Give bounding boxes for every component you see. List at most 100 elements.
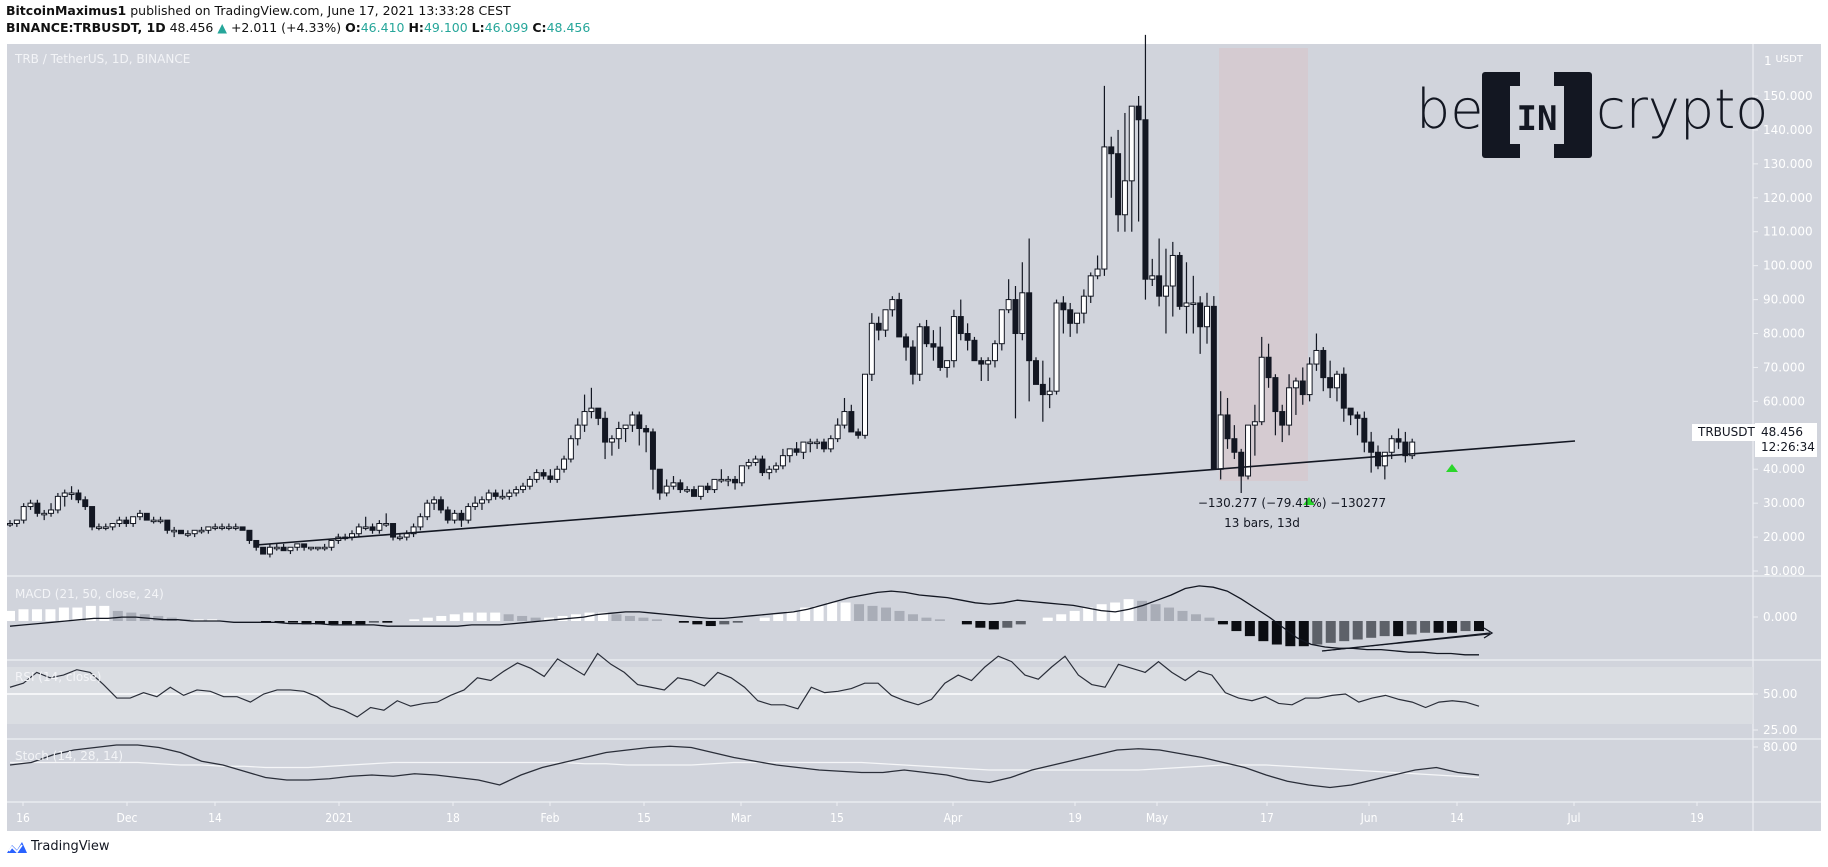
- open-value: 46.410: [360, 20, 405, 35]
- macd-histogram-bar: [867, 605, 878, 621]
- macd-histogram-bar: [611, 614, 622, 621]
- price-tick-label: 100.000: [1763, 259, 1813, 273]
- publish-info: BitcoinMaximus1 published on TradingView…: [6, 3, 511, 18]
- candle: [793, 442, 800, 456]
- candle: [622, 424, 629, 443]
- candle: [314, 546, 321, 551]
- symbol-price-tag: TRBUSDT: [1692, 424, 1761, 441]
- macd-histogram-bar: [1339, 621, 1350, 642]
- macd-histogram-bar: [517, 615, 528, 621]
- macd-histogram-bar: [1325, 621, 1336, 643]
- macd-histogram-bar: [463, 612, 474, 621]
- candle: [1135, 96, 1142, 222]
- macd-histogram-bar: [449, 614, 460, 621]
- candle: [260, 546, 267, 555]
- macd-histogram-bar: [355, 621, 366, 625]
- candle: [123, 516, 130, 527]
- macd-arrow: [1321, 633, 1491, 652]
- candle: [1224, 397, 1231, 449]
- candle: [533, 469, 540, 483]
- candle: [478, 496, 485, 510]
- candle: [1368, 431, 1375, 473]
- macd-histogram-bar: [651, 619, 662, 621]
- macd-histogram-bar: [975, 621, 986, 628]
- candle: [1156, 238, 1163, 307]
- candle: [1333, 370, 1340, 402]
- candle: [1238, 448, 1245, 493]
- candle: [492, 489, 499, 500]
- candle: [608, 435, 615, 456]
- macd-histogram-bar: [422, 617, 433, 621]
- candle: [916, 323, 923, 382]
- price-axis[interactable]: 150.000 140.000 130.000 120.000 110.000 100.0…: [1753, 89, 1813, 754]
- candle: [198, 526, 205, 534]
- candle: [13, 519, 20, 527]
- candle: [1121, 112, 1128, 232]
- candle: [1409, 438, 1416, 460]
- macd-histogram-bar: [988, 621, 999, 630]
- candle: [1299, 367, 1306, 405]
- candle: [431, 496, 438, 510]
- candle: [998, 309, 1005, 351]
- measure-change-label: −130.277 (−79.41%) −130277: [1198, 496, 1386, 510]
- candle: [294, 543, 301, 551]
- candle: [950, 309, 957, 368]
- macd-histogram-bar: [786, 610, 797, 621]
- candle: [1320, 347, 1327, 392]
- buy-signal-arrows: [1303, 464, 1458, 505]
- macd-histogram-bar: [1406, 621, 1417, 635]
- candle: [1128, 105, 1135, 232]
- candle: [636, 411, 643, 446]
- time-tick-label: 19: [1068, 811, 1082, 825]
- candle: [417, 513, 424, 531]
- time-axis[interactable]: 16 Dec 14 2021 18 Feb 15 Mar 15 Apr 19 May 17 Jun 14 Ju…: [16, 802, 1704, 825]
- macd-histogram-bar: [409, 619, 420, 621]
- candle: [800, 441, 807, 460]
- candle: [773, 462, 780, 473]
- candle: [410, 523, 417, 538]
- candle: [130, 516, 137, 527]
- candle: [930, 330, 937, 361]
- macd-histogram-bar: [759, 617, 770, 621]
- candle: [807, 438, 814, 453]
- open-label: O:: [345, 20, 361, 35]
- candle: [588, 387, 595, 419]
- candle: [677, 479, 684, 493]
- support-trendline[interactable]: [255, 440, 1576, 546]
- candle: [136, 509, 143, 521]
- candle: [1012, 286, 1019, 419]
- candle: [567, 435, 574, 463]
- candle: [273, 543, 280, 551]
- candle: [1039, 360, 1046, 422]
- candle: [759, 455, 766, 477]
- macd-histogram-bar: [341, 621, 352, 625]
- tradingview-logo[interactable]: TradingView: [6, 839, 110, 854]
- macd-histogram-bar: [705, 621, 716, 627]
- watermark-corner: [1510, 144, 1520, 158]
- low-label: L:: [471, 20, 485, 35]
- candle: [89, 506, 96, 531]
- watermark-bracket-right: [1564, 72, 1578, 158]
- candle: [779, 448, 786, 470]
- candle: [820, 438, 827, 453]
- candle: [957, 299, 964, 341]
- indicator-tick-label: 80.00: [1763, 740, 1797, 754]
- candle: [649, 428, 656, 490]
- macd-histogram-bar: [436, 615, 447, 621]
- candle: [971, 336, 978, 362]
- macd-histogram-bar: [490, 612, 501, 621]
- candle: [7, 520, 13, 527]
- macd-histogram-bar: [1177, 610, 1188, 621]
- candle: [1026, 238, 1033, 402]
- price-tick-label: 140.000: [1763, 123, 1813, 137]
- candle: [34, 499, 41, 517]
- symbol: BINANCE:TRBUSDT, 1D: [6, 20, 166, 35]
- candle: [1046, 377, 1053, 409]
- candle: [451, 509, 458, 524]
- watermark-be: be: [1416, 78, 1484, 141]
- candle: [437, 496, 444, 514]
- time-tick-label: May: [1146, 811, 1169, 825]
- candle: [178, 529, 184, 535]
- candle: [212, 523, 219, 531]
